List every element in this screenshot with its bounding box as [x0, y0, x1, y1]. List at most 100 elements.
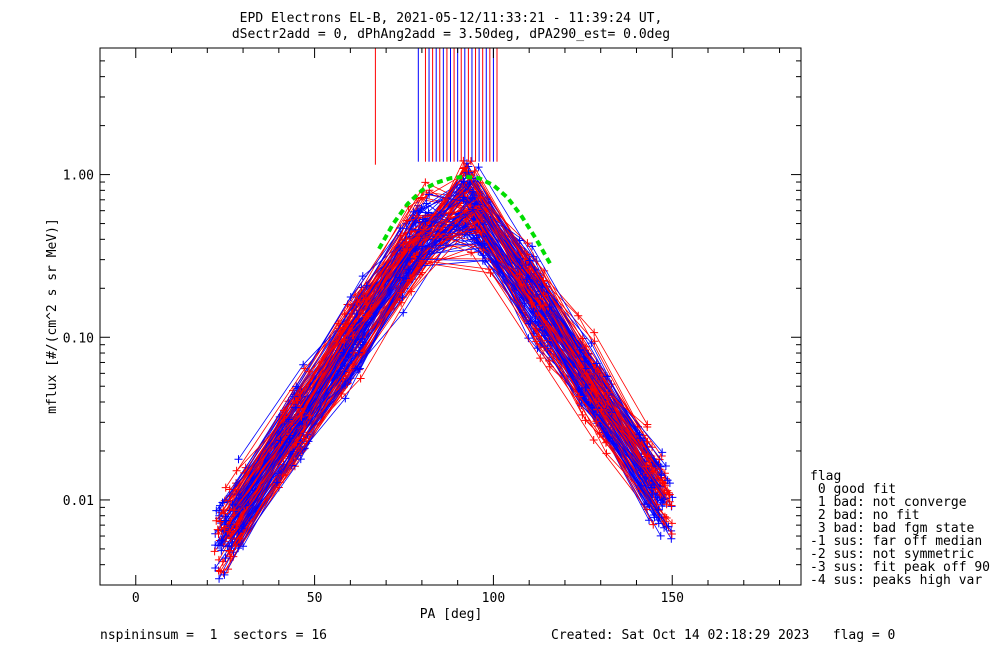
data-point	[526, 317, 535, 326]
data-point	[421, 178, 430, 187]
series-line	[225, 180, 641, 521]
data-point	[664, 488, 673, 497]
data-point	[217, 519, 226, 528]
data-point	[481, 256, 490, 265]
data-point	[341, 394, 350, 403]
data-point	[362, 312, 371, 321]
data-point	[460, 163, 469, 172]
y-tick-label: 0.01	[63, 494, 94, 509]
data-point	[225, 527, 234, 536]
data-point	[214, 530, 223, 539]
data-point	[602, 449, 611, 458]
data-point	[348, 360, 357, 369]
chart-subtitle: dSectr2add = 0, dPhAng2add = 3.50deg, dP…	[232, 27, 670, 42]
data-point	[233, 520, 242, 529]
data-point	[587, 339, 596, 348]
data-point	[399, 240, 408, 249]
data-point	[658, 448, 667, 457]
data-point	[214, 506, 223, 515]
data-point	[418, 215, 427, 224]
data-point	[240, 468, 249, 477]
data-point	[459, 177, 468, 186]
data-point	[299, 360, 308, 369]
data-point	[525, 256, 534, 265]
data-point	[524, 334, 533, 343]
y-tick-label: 0.10	[63, 331, 94, 346]
series-line	[219, 225, 640, 572]
data-point	[643, 423, 652, 432]
legend-item: 1 bad: not converge	[810, 495, 967, 510]
series-line	[248, 180, 668, 506]
data-point	[661, 474, 670, 483]
data-point	[356, 374, 365, 383]
data-point	[403, 216, 412, 225]
data-point	[232, 466, 241, 475]
data-point	[649, 520, 658, 529]
data-point	[468, 205, 477, 214]
legend: flag 0 good fit 1 bad: not converge 2 ba…	[810, 470, 990, 587]
data-point	[643, 452, 652, 461]
data-point	[523, 239, 532, 248]
series-line	[220, 171, 663, 551]
data-point	[459, 193, 468, 202]
data-point	[476, 193, 485, 202]
data-point	[422, 199, 431, 208]
data-point	[235, 534, 244, 543]
data-point	[334, 319, 343, 328]
data-point	[532, 311, 541, 320]
data-point	[398, 292, 407, 301]
data-point	[234, 455, 243, 464]
data-point	[534, 332, 543, 341]
data-point	[362, 295, 371, 304]
data-point	[667, 534, 676, 543]
data-point	[291, 403, 300, 412]
data-point	[663, 476, 672, 485]
data-point	[402, 235, 411, 244]
data-point	[409, 207, 418, 216]
data-point	[656, 531, 665, 540]
data-point	[341, 380, 350, 389]
data-point	[407, 287, 416, 296]
series-line	[239, 221, 666, 539]
data-point	[643, 437, 652, 446]
data-point	[655, 455, 664, 464]
legend-item: 0 good fit	[810, 482, 897, 497]
fit-curve	[377, 174, 553, 266]
data-point	[525, 265, 534, 274]
x-tick-label: 100	[482, 591, 505, 606]
data-point	[358, 334, 367, 343]
data-point	[292, 382, 301, 391]
data-point	[352, 326, 361, 335]
data-point	[404, 265, 413, 274]
series-line	[225, 175, 663, 488]
series-line	[224, 227, 666, 517]
data-point	[580, 357, 589, 366]
data-point	[402, 219, 411, 228]
data-point	[587, 385, 596, 394]
data-point	[473, 226, 482, 235]
data-point	[582, 369, 591, 378]
data-point	[221, 483, 230, 492]
data-point	[220, 570, 229, 579]
series-line	[236, 196, 648, 525]
plot-frame	[99, 47, 802, 586]
data-point	[545, 356, 554, 365]
data-point	[529, 307, 538, 316]
data-point	[484, 265, 493, 274]
data-point	[592, 359, 601, 368]
data-point	[224, 565, 233, 574]
data-point	[478, 241, 487, 250]
data-point	[581, 416, 590, 425]
data-point	[595, 430, 604, 439]
data-point	[589, 435, 598, 444]
footer-right: Created: Sat Oct 14 02:18:29 2023 flag =…	[551, 628, 896, 643]
y-tick-label: 1.00	[63, 169, 94, 184]
data-point	[296, 455, 305, 464]
data-layer	[210, 48, 677, 583]
data-point	[658, 498, 667, 507]
data-point	[545, 302, 554, 311]
data-point	[285, 431, 294, 440]
series-line	[236, 193, 653, 495]
data-point	[667, 519, 676, 528]
